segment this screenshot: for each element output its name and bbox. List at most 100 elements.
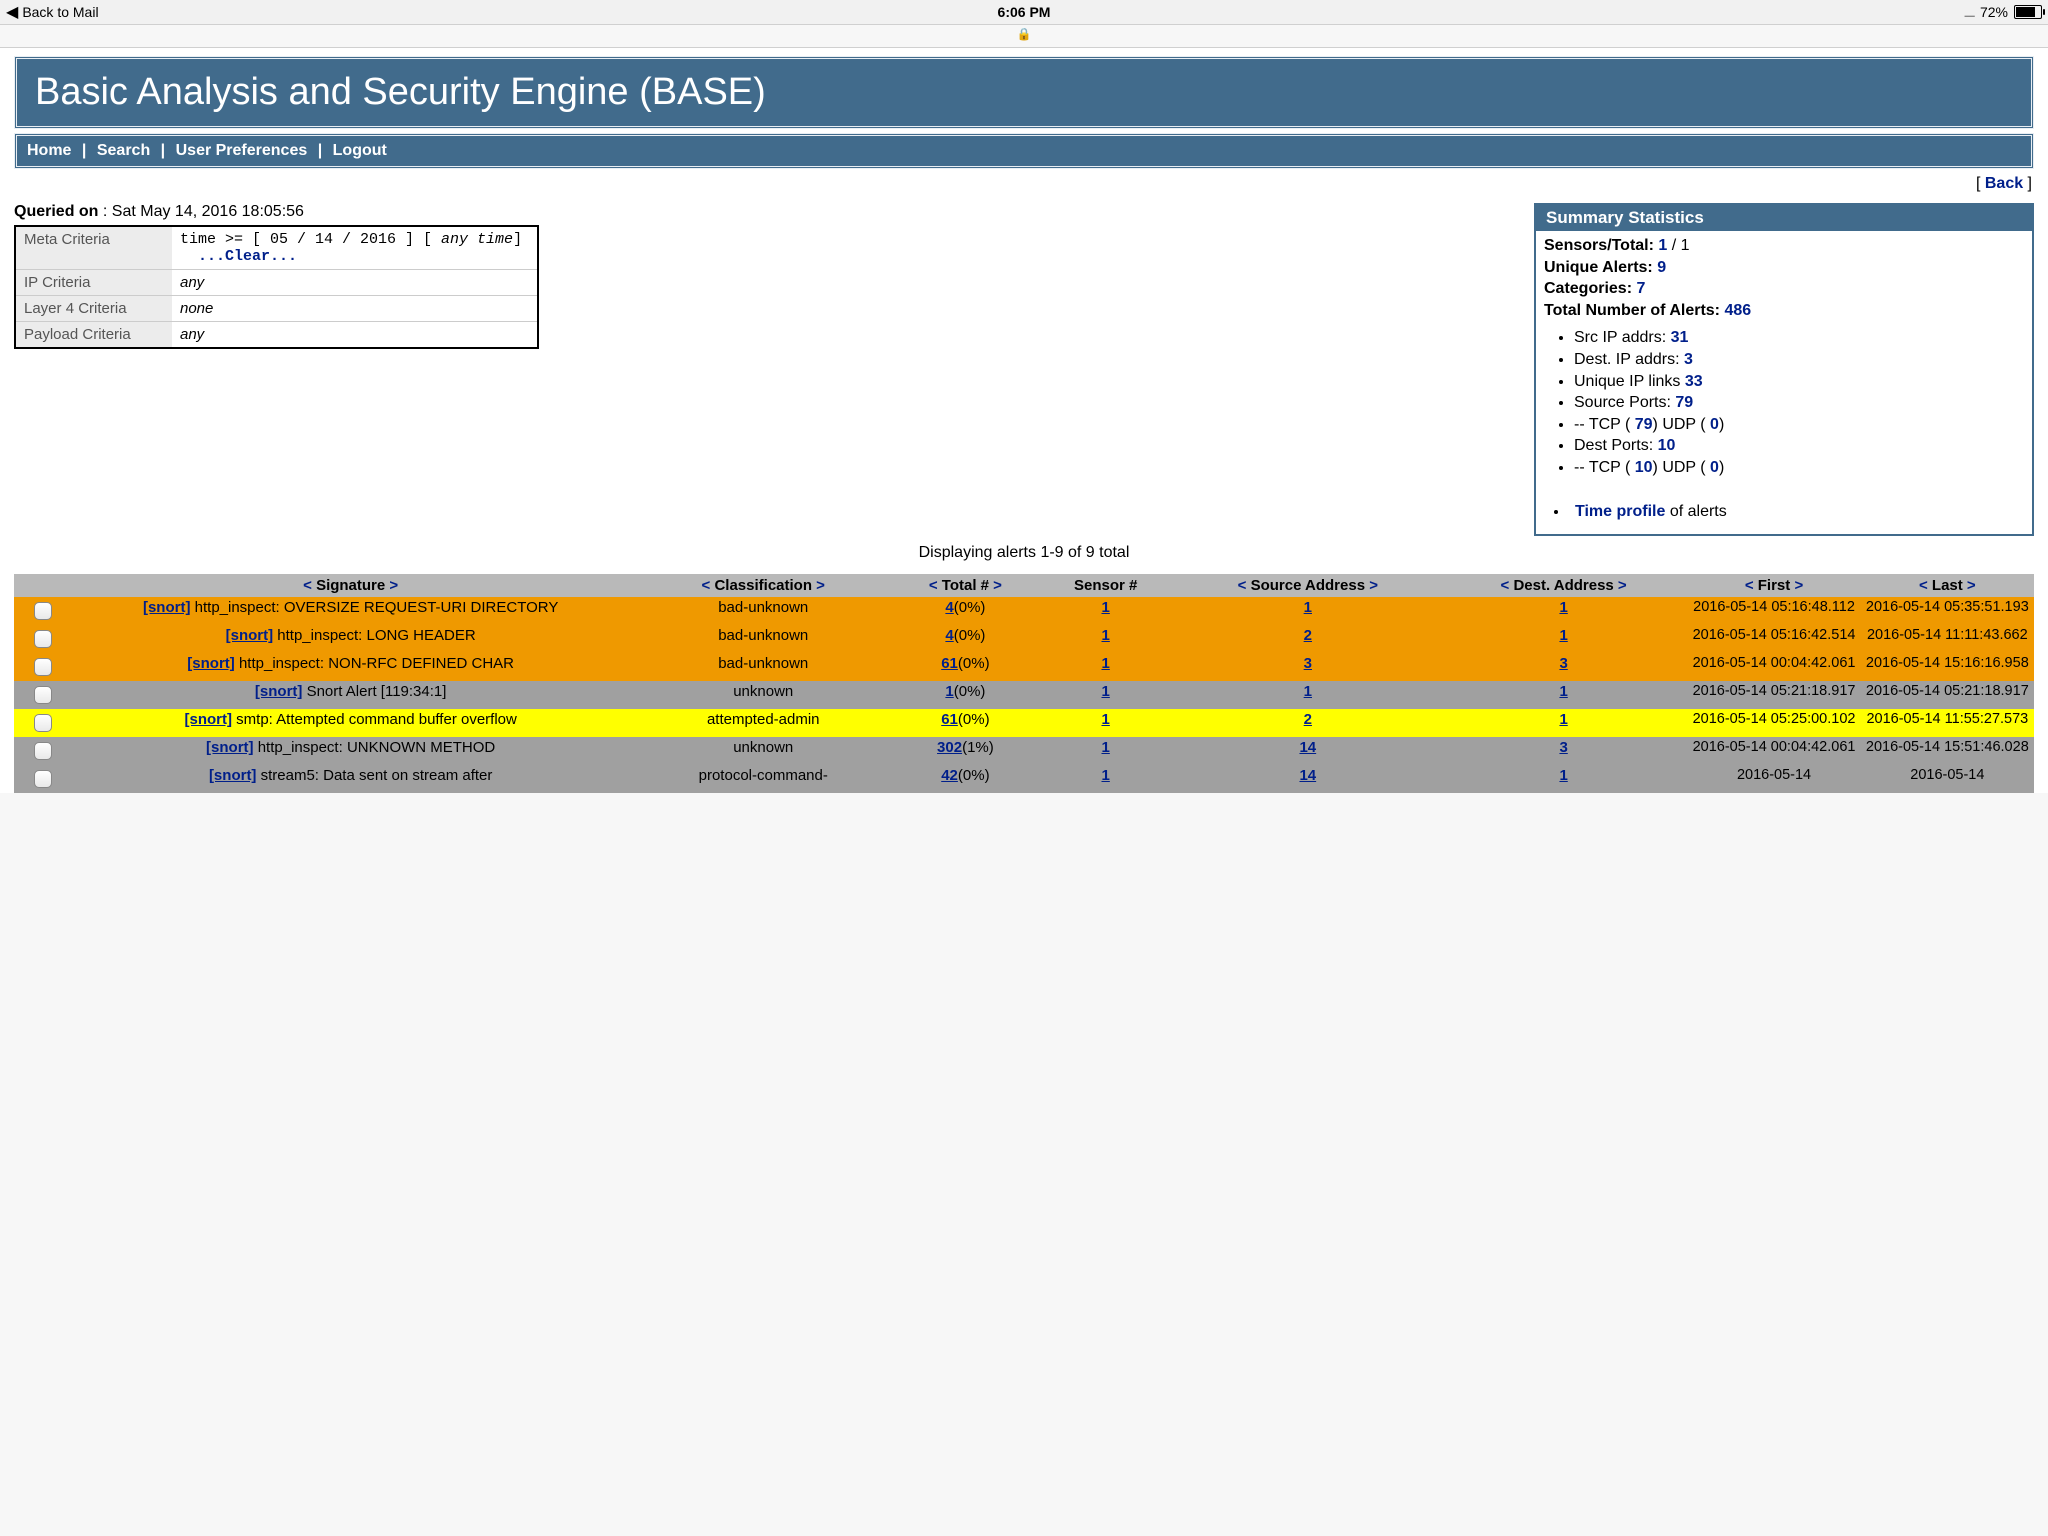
first-cell: 2016-05-14 05:16:42.514 bbox=[1687, 625, 1860, 653]
payload-criteria-value: any bbox=[172, 322, 538, 349]
row-checkbox[interactable] bbox=[34, 686, 52, 704]
snort-link[interactable]: [snort] bbox=[206, 739, 254, 756]
total-link[interactable]: 4 bbox=[945, 599, 953, 616]
dst-link[interactable]: 1 bbox=[1559, 599, 1567, 616]
clear-link[interactable]: ...Clear... bbox=[198, 248, 297, 265]
snort-link[interactable]: [snort] bbox=[209, 767, 257, 784]
queried-on: Queried on : Sat May 14, 2016 18:05:56 bbox=[14, 203, 539, 221]
src-link[interactable]: 14 bbox=[1299, 767, 1316, 784]
dst-ip-link[interactable]: 3 bbox=[1684, 351, 1693, 368]
battery-pct: 72% bbox=[1980, 4, 2008, 20]
unique-links-link[interactable]: 33 bbox=[1685, 373, 1703, 390]
total-link[interactable]: 302 bbox=[937, 739, 962, 756]
snort-link[interactable]: [snort] bbox=[226, 627, 274, 644]
back-to-app[interactable]: ◀ Back to Mail bbox=[6, 2, 99, 22]
col-classification[interactable]: < Classification > bbox=[631, 574, 895, 597]
last-cell: 2016-05-14 05:35:51.193 bbox=[1861, 597, 2034, 625]
first-cell: 2016-05-14 05:25:00.102 bbox=[1687, 709, 1860, 737]
dst-link[interactable]: 3 bbox=[1559, 739, 1567, 756]
nav-prefs[interactable]: User Preferences bbox=[176, 142, 308, 159]
sensor-cell: 1 bbox=[1036, 653, 1176, 681]
row-checkbox[interactable] bbox=[34, 714, 52, 732]
dst-link[interactable]: 1 bbox=[1559, 767, 1567, 784]
dst-ports-link[interactable]: 10 bbox=[1658, 437, 1676, 454]
sensor-link[interactable]: 1 bbox=[1101, 767, 1109, 784]
src-cell: 14 bbox=[1176, 737, 1440, 765]
total-link[interactable]: 61 bbox=[941, 711, 958, 728]
src-link[interactable]: 3 bbox=[1304, 655, 1312, 672]
first-cell: 2016-05-14 bbox=[1687, 765, 1860, 793]
col-dest[interactable]: < Dest. Address > bbox=[1440, 574, 1688, 597]
sensor-link[interactable]: 1 bbox=[1101, 655, 1109, 672]
src-link[interactable]: 2 bbox=[1304, 711, 1312, 728]
snort-link[interactable]: [snort] bbox=[143, 599, 191, 616]
nav-home[interactable]: Home bbox=[27, 142, 71, 159]
sensor-link[interactable]: 1 bbox=[1101, 739, 1109, 756]
row-checkbox[interactable] bbox=[34, 602, 52, 620]
src-link[interactable]: 1 bbox=[1304, 599, 1312, 616]
sensor-link[interactable]: 1 bbox=[1101, 627, 1109, 644]
sensor-cell: 1 bbox=[1036, 737, 1176, 765]
class-cell: attempted-admin bbox=[631, 709, 895, 737]
sensor-link[interactable]: 1 bbox=[1101, 599, 1109, 616]
snort-link[interactable]: [snort] bbox=[187, 655, 235, 672]
src-ports-link[interactable]: 79 bbox=[1675, 394, 1693, 411]
sensor-cell: 1 bbox=[1036, 709, 1176, 737]
l4-criteria-value: none bbox=[172, 296, 538, 322]
dst-link[interactable]: 1 bbox=[1559, 683, 1567, 700]
sensors-link[interactable]: 1 bbox=[1658, 237, 1667, 254]
dst-link[interactable]: 1 bbox=[1559, 711, 1567, 728]
dst-ports-item: Dest Ports: 10 bbox=[1574, 435, 2024, 457]
table-row: [snort] http_inspect: UNKNOWN METHODunkn… bbox=[14, 737, 2034, 765]
dst-udp-link[interactable]: 0 bbox=[1710, 459, 1719, 476]
col-last[interactable]: < Last > bbox=[1861, 574, 2034, 597]
sig-cell: [snort] http_inspect: LONG HEADER bbox=[70, 625, 631, 653]
main-nav: Home | Search | User Preferences | Logou… bbox=[14, 133, 2034, 169]
lock-icon: 🔒 bbox=[0, 25, 2048, 48]
total-link[interactable]: 1 bbox=[945, 683, 953, 700]
col-first[interactable]: < First > bbox=[1687, 574, 1860, 597]
sig-cell: [snort] http_inspect: OVERSIZE REQUEST-U… bbox=[70, 597, 631, 625]
src-link[interactable]: 2 bbox=[1304, 627, 1312, 644]
categories-link[interactable]: 7 bbox=[1636, 280, 1645, 297]
dst-link[interactable]: 3 bbox=[1559, 655, 1567, 672]
dst-tcp-link[interactable]: 10 bbox=[1635, 459, 1653, 476]
total-alerts-link[interactable]: 486 bbox=[1724, 302, 1751, 319]
dst-cell: 1 bbox=[1440, 765, 1688, 793]
total-link[interactable]: 42 bbox=[941, 767, 958, 784]
row-checkbox[interactable] bbox=[34, 658, 52, 676]
row-checkbox[interactable] bbox=[34, 770, 52, 788]
back-to-app-label: Back to Mail bbox=[22, 4, 98, 20]
col-total[interactable]: < Total # > bbox=[895, 574, 1035, 597]
src-ip-link[interactable]: 31 bbox=[1671, 329, 1689, 346]
sensor-link[interactable]: 1 bbox=[1101, 711, 1109, 728]
total-link[interactable]: 61 bbox=[941, 655, 958, 672]
col-source[interactable]: < Source Address > bbox=[1176, 574, 1440, 597]
unique-alerts-link[interactable]: 9 bbox=[1657, 259, 1666, 276]
total-link[interactable]: 4 bbox=[945, 627, 953, 644]
src-link[interactable]: 14 bbox=[1299, 739, 1316, 756]
unique-links-item: Unique IP links 33 bbox=[1574, 371, 2024, 393]
snort-link[interactable]: [snort] bbox=[255, 683, 303, 700]
nav-logout[interactable]: Logout bbox=[333, 142, 387, 159]
col-signature[interactable]: < Signature > bbox=[70, 574, 631, 597]
dst-link[interactable]: 1 bbox=[1559, 627, 1567, 644]
src-udp-link[interactable]: 0 bbox=[1710, 416, 1719, 433]
sig-cell: [snort] http_inspect: UNKNOWN METHOD bbox=[70, 737, 631, 765]
src-cell: 2 bbox=[1176, 625, 1440, 653]
src-link[interactable]: 1 bbox=[1304, 683, 1312, 700]
snort-link[interactable]: [snort] bbox=[184, 711, 232, 728]
last-cell: 2016-05-14 15:16:16.958 bbox=[1861, 653, 2034, 681]
sensor-link[interactable]: 1 bbox=[1101, 683, 1109, 700]
back-link[interactable]: Back bbox=[1985, 175, 2023, 192]
time-profile-link[interactable]: Time profile bbox=[1575, 503, 1665, 520]
first-cell: 2016-05-14 00:04:42.061 bbox=[1687, 737, 1860, 765]
col-sensor: Sensor # bbox=[1036, 574, 1176, 597]
row-checkbox[interactable] bbox=[34, 630, 52, 648]
sensor-cell: 1 bbox=[1036, 597, 1176, 625]
table-row: [snort] http_inspect: OVERSIZE REQUEST-U… bbox=[14, 597, 2034, 625]
nav-search[interactable]: Search bbox=[97, 142, 150, 159]
src-cell: 1 bbox=[1176, 597, 1440, 625]
src-tcp-link[interactable]: 79 bbox=[1635, 416, 1653, 433]
row-checkbox[interactable] bbox=[34, 742, 52, 760]
